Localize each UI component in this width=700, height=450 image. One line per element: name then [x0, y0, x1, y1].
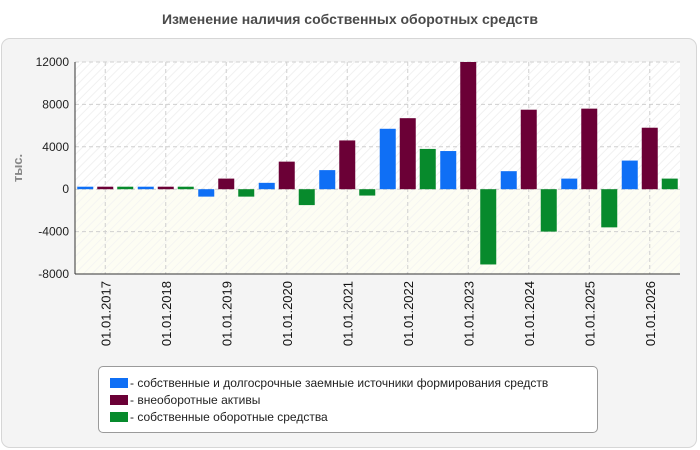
- legend-label: - собственные оборотные средства: [130, 409, 328, 424]
- legend-swatch: [110, 377, 128, 388]
- bar: [419, 148, 436, 190]
- legend-item: - собственные оборотные средства: [110, 408, 597, 425]
- bar: [298, 189, 315, 206]
- legend-item: - собственные и долгосрочные заемные ист…: [110, 374, 597, 391]
- legend-swatch: [110, 411, 128, 422]
- bar: [157, 186, 174, 190]
- bar: [137, 186, 154, 190]
- bar: [117, 186, 134, 190]
- x-tick-label: 01.01.2017: [98, 281, 113, 346]
- legend-label: - внеоборотные активы: [130, 392, 261, 407]
- chart-title: Изменение наличия собственных оборотных …: [161, 11, 539, 27]
- bar: [77, 186, 94, 190]
- bar: [319, 170, 336, 190]
- x-tick-label: 01.01.2018: [159, 281, 174, 346]
- bar: [258, 182, 275, 190]
- bar: [561, 178, 578, 190]
- bar: [440, 151, 457, 190]
- bar: [198, 189, 215, 197]
- y-tick-label: 4000: [42, 140, 69, 154]
- legend-swatch: [110, 394, 128, 405]
- y-axis-label: тыс.: [10, 154, 25, 182]
- bar: [339, 140, 356, 190]
- x-tick-label: 01.01.2026: [643, 281, 658, 346]
- bar: [278, 161, 295, 190]
- y-tick-label: 0: [62, 182, 69, 196]
- bar: [460, 62, 477, 190]
- y-tick-label: 8000: [42, 97, 69, 111]
- bar: [97, 186, 114, 190]
- bar: [480, 189, 497, 265]
- legend-item: - внеоборотные активы: [110, 391, 597, 408]
- x-tick-label: 01.01.2024: [522, 281, 537, 346]
- bar: [641, 127, 658, 190]
- x-tick-label: 01.01.2023: [461, 281, 476, 346]
- legend: - собственные и долгосрочные заемные ист…: [98, 366, 598, 433]
- bar: [238, 189, 255, 197]
- bar: [359, 189, 376, 196]
- y-tick-label: -4000: [38, 225, 69, 239]
- bar: [540, 189, 557, 232]
- plot-area-hatch: [75, 62, 680, 190]
- y-tick-label: -8000: [38, 267, 69, 281]
- legend-label: - собственные и долгосрочные заемные ист…: [130, 375, 549, 390]
- bar: [500, 171, 517, 190]
- x-tick-label: 01.01.2019: [219, 281, 234, 346]
- bar: [520, 109, 537, 190]
- bar: [581, 108, 598, 190]
- x-tick-label: 01.01.2025: [582, 281, 597, 346]
- bar: [177, 186, 194, 190]
- y-tick-label: 12000: [36, 55, 70, 69]
- bar: [379, 128, 396, 190]
- x-tick-label: 01.01.2021: [340, 281, 355, 346]
- bar: [661, 178, 678, 190]
- bar: [621, 160, 638, 190]
- x-tick-label: 01.01.2020: [280, 281, 295, 346]
- x-tick-label: 01.01.2022: [401, 281, 416, 346]
- bar: [601, 189, 618, 228]
- bar: [218, 178, 235, 190]
- bar: [399, 118, 416, 190]
